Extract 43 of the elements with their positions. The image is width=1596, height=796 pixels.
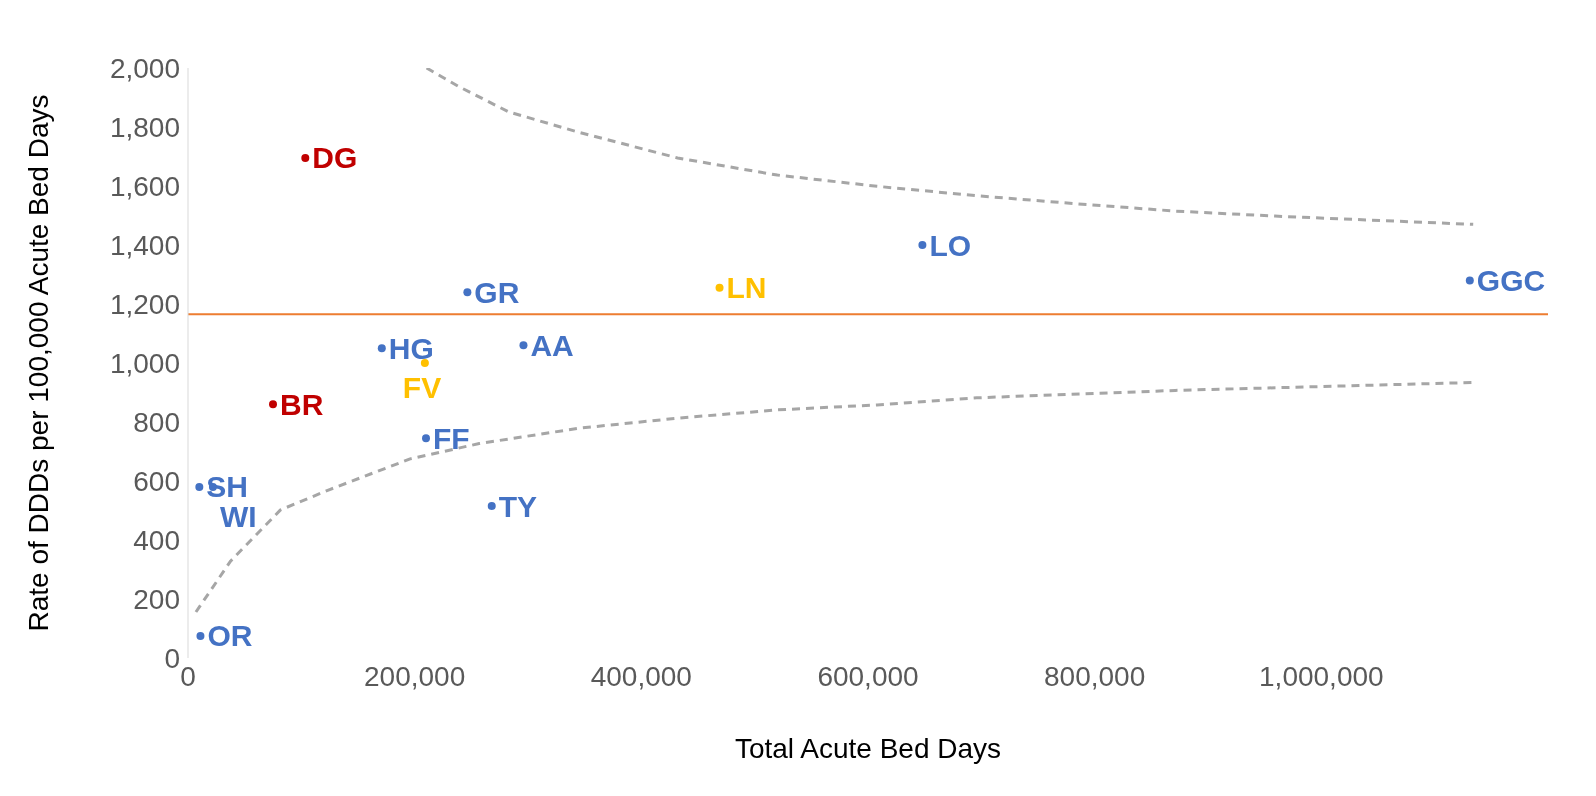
line-series xyxy=(425,68,1475,226)
y-tick-label: 1,400 xyxy=(109,229,180,261)
y-tick-label: 1,200 xyxy=(109,288,180,320)
y-axis-title: Rate of DDDs per 100,000 Acute Bed Days xyxy=(22,94,54,632)
series-label: FF xyxy=(433,421,470,455)
x-tick-label: 200,000 xyxy=(364,660,466,692)
y-tick-label: 600 xyxy=(133,465,180,497)
x-axis-title: Total Acute Bed Days xyxy=(734,733,1002,764)
y-tick-label: 200 xyxy=(133,583,180,615)
x-tick-label: 800,000 xyxy=(1044,660,1146,692)
y-tick-label: 1,000 xyxy=(109,347,180,379)
series-label: BR xyxy=(280,387,324,421)
y-tick-label: 1,600 xyxy=(109,170,180,202)
point xyxy=(195,482,204,491)
point xyxy=(420,359,429,367)
series-label: LN xyxy=(726,271,767,305)
series-label: AA xyxy=(530,328,574,362)
point xyxy=(715,283,724,292)
point xyxy=(196,631,205,640)
point xyxy=(1465,276,1474,285)
x-tick-label: 600,000 xyxy=(817,660,919,692)
y-tick-label: 1,800 xyxy=(109,111,180,143)
series-label: DG xyxy=(312,141,358,175)
point xyxy=(422,434,430,443)
series-label: GR xyxy=(474,275,520,309)
y-tick-label: 800 xyxy=(133,406,180,438)
point xyxy=(377,344,386,353)
y-tick-label: 2,000 xyxy=(109,52,180,84)
series-label: HG xyxy=(388,331,434,365)
series-label: GGC xyxy=(1476,263,1546,297)
point xyxy=(519,341,528,350)
point xyxy=(269,400,277,409)
point xyxy=(301,153,310,162)
point xyxy=(918,241,927,249)
x-tick-label: 400,000 xyxy=(590,660,692,692)
point xyxy=(487,502,496,511)
series-label: TY xyxy=(498,489,538,523)
y-tick-label: 400 xyxy=(133,524,180,556)
series-label: LO xyxy=(929,228,972,262)
series-label: OR xyxy=(207,619,253,653)
x-tick-label: 1,000,000 xyxy=(1259,660,1384,692)
point xyxy=(463,288,472,297)
series-label: FV xyxy=(402,370,442,404)
